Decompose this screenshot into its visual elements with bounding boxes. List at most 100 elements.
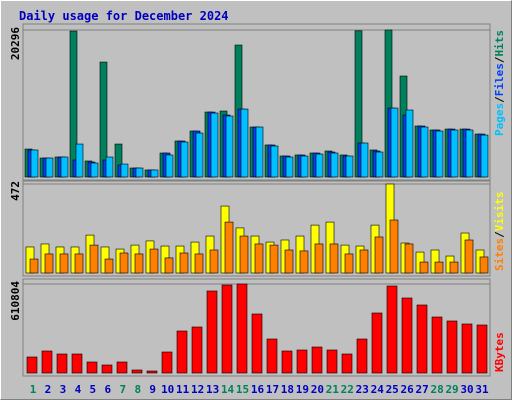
- bar: [420, 126, 429, 178]
- bar: [404, 243, 414, 274]
- bar: [270, 145, 279, 178]
- x-tick-label: 18: [281, 383, 294, 396]
- bar: [374, 236, 384, 274]
- bar: [59, 253, 69, 274]
- bar: [479, 256, 489, 274]
- x-tick-label: 19: [296, 383, 309, 396]
- bar: [134, 253, 144, 274]
- bar: [465, 129, 474, 178]
- bar: [480, 134, 489, 178]
- bar: [131, 369, 143, 374]
- bar: [56, 353, 68, 374]
- bar: [30, 149, 39, 178]
- bar: [101, 364, 113, 374]
- x-tick-label: 15: [236, 383, 249, 396]
- bar: [165, 154, 174, 178]
- x-tick-label: 17: [266, 383, 279, 396]
- bar: [210, 112, 219, 178]
- bar: [315, 153, 324, 178]
- bar: [105, 156, 114, 178]
- y-tick-label: 20296: [9, 27, 22, 60]
- bar: [386, 285, 398, 374]
- bar: [341, 353, 353, 374]
- x-tick-label: 13: [206, 383, 219, 396]
- legend-entry: Hits: [493, 30, 506, 57]
- bar: [255, 126, 264, 178]
- x-tick-label: 5: [90, 383, 97, 396]
- bar: [89, 244, 99, 274]
- bar: [45, 157, 54, 178]
- x-tick-label: 10: [161, 383, 174, 396]
- bar: [116, 361, 128, 374]
- bar: [75, 143, 84, 178]
- x-tick-label: 14: [221, 383, 235, 396]
- bar: [329, 243, 339, 274]
- bar: [314, 243, 324, 274]
- bar: [389, 219, 399, 274]
- x-tick-label: 25: [386, 383, 399, 396]
- x-tick-label: 29: [445, 383, 458, 396]
- bar: [285, 156, 294, 178]
- bar: [71, 353, 83, 374]
- x-tick-label: 6: [105, 383, 112, 396]
- x-tick-label: 12: [191, 383, 204, 396]
- bar: [239, 235, 249, 274]
- bar: [176, 330, 188, 374]
- bar: [206, 290, 218, 374]
- bar: [236, 283, 248, 374]
- bar: [149, 248, 159, 274]
- x-tick-label: 4: [75, 383, 82, 396]
- legend: Pages/Files/Hits: [493, 30, 506, 136]
- bar: [60, 156, 69, 178]
- bar: [164, 257, 174, 274]
- legend-entry: KBytes: [493, 332, 506, 372]
- bar: [119, 252, 129, 274]
- bar: [330, 152, 339, 178]
- x-tick-label: 28: [430, 383, 443, 396]
- x-tick-label: 27: [416, 383, 429, 396]
- bar: [326, 349, 338, 374]
- bar: [44, 253, 54, 274]
- legend: KBytes: [493, 332, 506, 372]
- legend-entry: Pages: [493, 103, 506, 136]
- x-tick-label: 23: [356, 383, 369, 396]
- bar: [180, 141, 189, 178]
- bar: [74, 253, 84, 274]
- bar: [371, 312, 383, 374]
- x-tick-label: 1: [30, 383, 37, 396]
- bar: [449, 261, 459, 274]
- bar: [191, 326, 203, 374]
- bar: [299, 250, 309, 274]
- bar: [194, 253, 204, 274]
- bar: [209, 249, 219, 274]
- bar: [26, 356, 38, 374]
- bar: [104, 258, 114, 274]
- bar: [254, 243, 264, 274]
- bar: [240, 108, 249, 178]
- bar: [345, 155, 354, 178]
- bar: [419, 261, 429, 274]
- bar: [461, 323, 473, 374]
- bar: [146, 370, 158, 374]
- y-tick-label: 472: [9, 181, 22, 201]
- legend-separator: /: [493, 56, 506, 63]
- bar: [161, 351, 173, 374]
- bar: [269, 244, 279, 274]
- x-tick-label: 2: [45, 383, 52, 396]
- bar: [135, 167, 144, 178]
- chart-title: Daily usage for December 2024: [19, 9, 229, 23]
- x-tick-label: 31: [475, 383, 489, 396]
- bar: [179, 252, 189, 274]
- bar: [281, 350, 293, 374]
- bar: [450, 129, 459, 178]
- bar: [86, 361, 98, 374]
- bar: [41, 350, 53, 374]
- bar: [431, 316, 443, 374]
- bar: [221, 284, 233, 374]
- x-tick-label: 20: [311, 383, 324, 396]
- bar: [446, 320, 458, 374]
- bar: [360, 142, 369, 178]
